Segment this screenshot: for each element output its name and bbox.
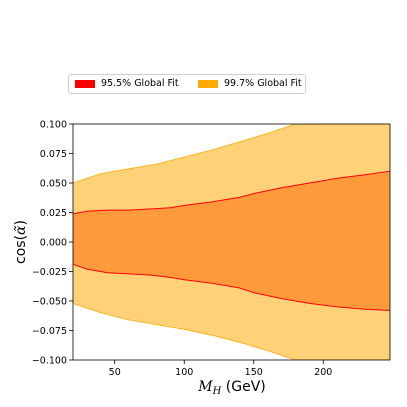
y-tick-label: −0.100 [32,355,67,366]
legend-swatch-99 [198,80,218,88]
legend-swatch-95 [75,80,95,88]
y-tick-label: −0.025 [32,267,67,278]
x-tick-label: 50 [109,367,121,378]
band-95-5 [73,171,390,311]
plot-area [73,124,390,360]
y-tick-label: 0.000 [40,237,67,248]
y-tick-label: −0.075 [32,326,67,337]
x-axis-label: MH (GeV) [197,379,266,397]
chart-axes: 50 100 150 200 −0.100 −0.075 −0.050 −0.025 0.000… [32,119,391,378]
band-99-7-lower-edge [73,303,390,360]
y-tick-label: 0.050 [40,178,67,189]
y-tick-label: 0.075 [40,149,67,160]
x-tick-label: 150 [245,367,263,378]
x-tick-label: 200 [314,367,332,378]
band-95-5-lower-edge [73,263,390,311]
y-axis-label: cos(α̃) [13,220,29,264]
x-tick-label: 100 [175,367,193,378]
band-95-5-upper-edge [73,170,390,215]
y-tick-label: 0.100 [40,119,67,130]
band-99-7-upper-edge [73,124,390,184]
chart-legend: 95.5% Global Fit 99.7% Global Fit [68,74,306,94]
legend-label-95: 95.5% Global Fit [101,78,179,89]
y-tick-label: −0.050 [32,296,67,307]
y-tick-label: 0.025 [40,208,67,219]
legend-label-99: 99.7% Global Fit [224,78,302,89]
